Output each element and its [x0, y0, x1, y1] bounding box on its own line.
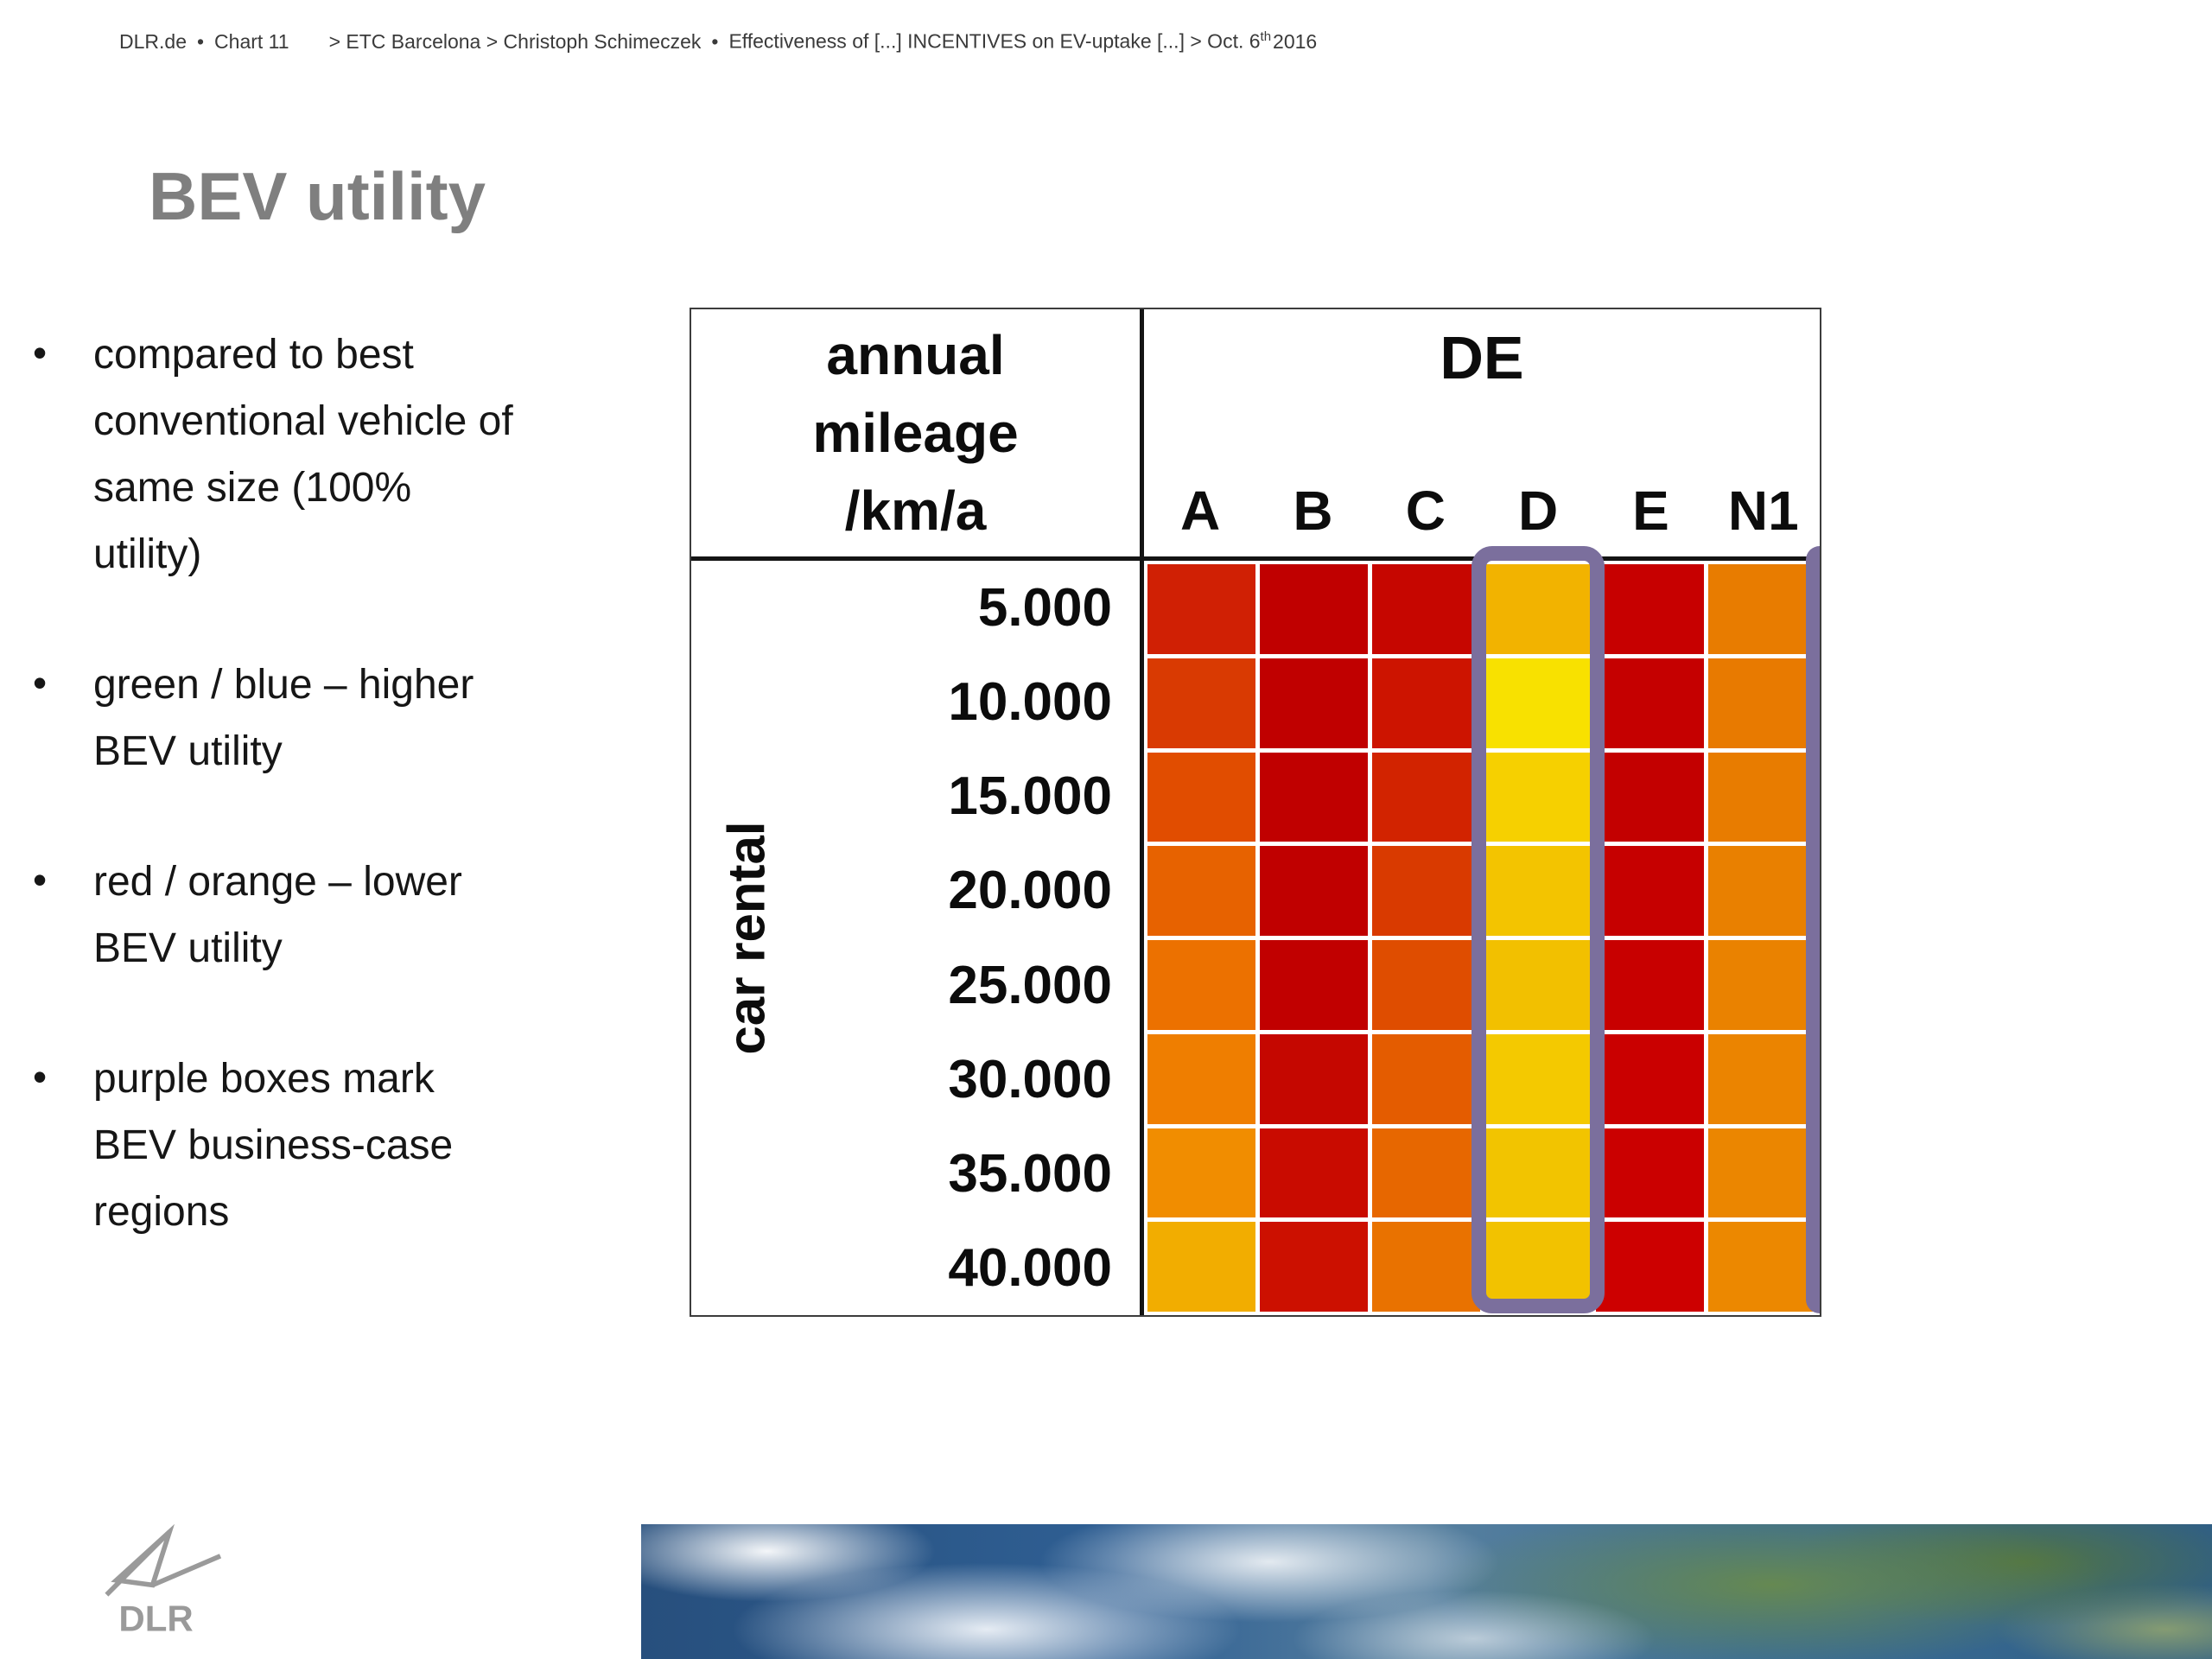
cell-D-40.000	[1484, 1222, 1592, 1312]
row-label-15.000: 15.000	[948, 766, 1112, 827]
meta-year: 2016	[1273, 29, 1318, 53]
cell-C-20.000	[1371, 846, 1480, 936]
bullet-item-3: red / orange – lower BEV utility	[31, 847, 517, 982]
row-labels: 5.000 10.000 15.000 20.000 25.000 30.000 35.00…	[691, 561, 1140, 1315]
cell-D-5.000	[1484, 564, 1592, 654]
cell-B-25.000	[1259, 940, 1368, 1030]
cell-D-10.000	[1484, 658, 1592, 748]
cell-B-10.000	[1259, 658, 1368, 748]
cell-D-15.000	[1484, 752, 1592, 842]
cell-C-35.000	[1371, 1128, 1480, 1218]
column-letter-D: D	[1518, 480, 1559, 542]
meta-dot-2: •	[711, 29, 719, 53]
cell-D-20.000	[1484, 846, 1592, 936]
cell-B-30.000	[1259, 1033, 1368, 1124]
cell-C-10.000	[1371, 658, 1480, 748]
row-header-column: car rental 5.000 10.000 15.000 20.000 25.000…	[691, 561, 1144, 1315]
cell-E-40.000	[1596, 1222, 1705, 1312]
bev-utility-heatmap: annual mileage /km/a DE A B C D E N1 car rent…	[690, 308, 1821, 1317]
bullet-item-2: green / blue – higher BEV utility	[31, 650, 517, 785]
meta-chart-number: Chart 11	[214, 29, 289, 53]
meta-title-text: Effectiveness of [...] INCENTIVES on EV-…	[728, 29, 1261, 53]
bullet-item-4: purple boxes mark BEV business-case regi…	[31, 1044, 517, 1245]
column-letter-B: B	[1293, 480, 1333, 542]
dlr-logo-icon: DLR	[105, 1523, 222, 1639]
cell-A-35.000	[1147, 1128, 1255, 1218]
corner-line-3: /km/a	[844, 480, 987, 542]
country-group-label: DE	[1440, 324, 1524, 391]
cell-D-35.000	[1484, 1128, 1592, 1218]
cell-N1-20.000	[1708, 846, 1816, 936]
cell-N1-40.000	[1708, 1222, 1816, 1312]
cell-E-20.000	[1596, 846, 1705, 936]
cell-N1-30.000	[1708, 1033, 1816, 1124]
row-label-40.000: 40.000	[948, 1237, 1112, 1298]
cell-N1-5.000	[1708, 564, 1816, 654]
cell-E-5.000	[1596, 564, 1705, 654]
cell-E-10.000	[1596, 658, 1705, 748]
cell-B-40.000	[1259, 1222, 1368, 1312]
cell-A-10.000	[1147, 658, 1255, 748]
column-letter-E: E	[1632, 480, 1669, 542]
cell-E-35.000	[1596, 1128, 1705, 1218]
heatmap-header: annual mileage /km/a DE A B C D E N1	[691, 309, 1820, 561]
row-label-10.000: 10.000	[948, 672, 1112, 733]
meta-dot-1: •	[196, 29, 205, 53]
row-label-30.000: 30.000	[948, 1049, 1112, 1109]
meta-site: DLR.de	[119, 29, 187, 53]
row-label-35.000: 35.000	[948, 1143, 1112, 1204]
cell-D-25.000	[1484, 940, 1592, 1030]
cell-C-5.000	[1371, 564, 1480, 654]
cell-B-15.000	[1259, 752, 1368, 842]
cell-A-30.000	[1147, 1033, 1255, 1124]
column-letter-N1: N1	[1727, 480, 1799, 542]
dlr-logo-text: DLR	[118, 1599, 193, 1638]
corner-line-1: annual	[826, 324, 1005, 386]
cell-C-25.000	[1371, 940, 1480, 1030]
cell-E-30.000	[1596, 1033, 1705, 1124]
cell-A-20.000	[1147, 846, 1255, 936]
row-label-5.000: 5.000	[977, 578, 1112, 639]
cell-N1-35.000	[1708, 1128, 1816, 1218]
meta-breadcrumb: > ETC Barcelona > Christoph Schimeczek	[328, 29, 702, 53]
page-title: BEV utility	[149, 158, 486, 234]
column-letter-A: A	[1180, 480, 1221, 542]
bullet-item-1: compared to best conventional vehicle of…	[31, 320, 517, 588]
dlr-logo: DLR	[90, 1517, 254, 1639]
cell-E-25.000	[1596, 940, 1705, 1030]
cell-B-20.000	[1259, 846, 1368, 936]
cell-C-40.000	[1371, 1222, 1480, 1312]
cell-A-5.000	[1147, 564, 1255, 654]
cell-D-30.000	[1484, 1033, 1592, 1124]
cell-C-15.000	[1371, 752, 1480, 842]
column-header-group: DE A B C D E N1	[1144, 309, 1820, 556]
row-label-25.000: 25.000	[948, 955, 1112, 1015]
cell-C-30.000	[1371, 1033, 1480, 1124]
row-label-20.000: 20.000	[948, 861, 1112, 921]
meta-superscript: th	[1260, 29, 1272, 44]
bullet-list: compared to best conventional vehicle of…	[31, 320, 550, 1309]
corner-line-2: mileage	[812, 402, 1019, 464]
cell-B-5.000	[1259, 564, 1368, 654]
column-letter-C: C	[1405, 480, 1446, 542]
cell-A-15.000	[1147, 752, 1255, 842]
cell-N1-10.000	[1708, 658, 1816, 748]
cell-E-15.000	[1596, 752, 1705, 842]
slide-meta-header: DLR.de • Chart 11 > ETC Barcelona > Christo…	[119, 29, 1327, 54]
cell-B-35.000	[1259, 1128, 1368, 1218]
cell-N1-15.000	[1708, 752, 1816, 842]
heatmap-cells	[1144, 561, 1820, 1315]
column-letters-row: A B C D E N1	[1144, 479, 1820, 543]
cell-N1-25.000	[1708, 940, 1816, 1030]
cell-A-40.000	[1147, 1222, 1255, 1312]
cell-A-25.000	[1147, 940, 1255, 1030]
earth-satellite-photo	[641, 1524, 2212, 1659]
heatmap-body: car rental 5.000 10.000 15.000 20.000 25.000…	[691, 561, 1820, 1315]
corner-header-annual-mileage: annual mileage /km/a	[691, 309, 1144, 556]
